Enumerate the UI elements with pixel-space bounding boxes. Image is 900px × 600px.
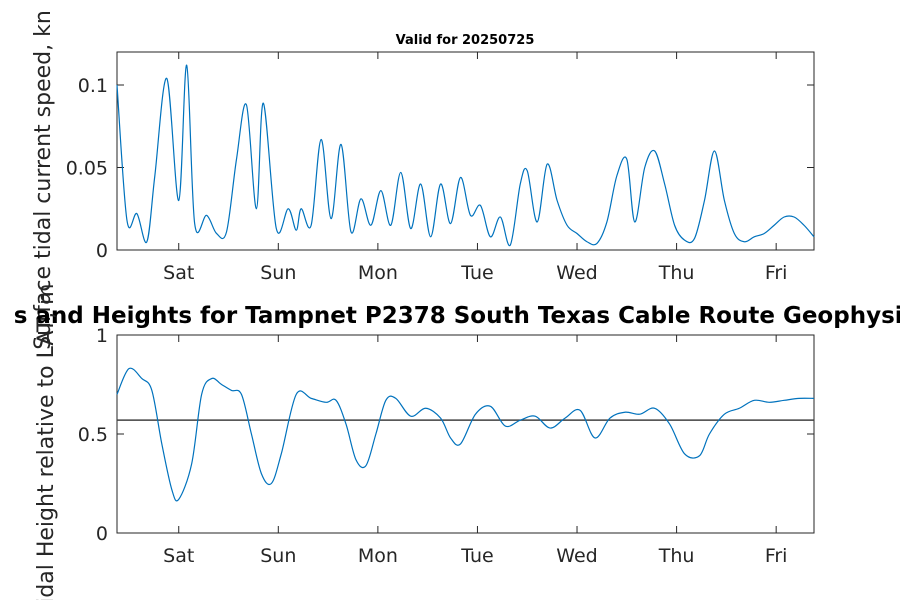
height-x-tick-label: Sun: [260, 545, 296, 567]
height-x-tick-label: Tue: [460, 545, 493, 567]
current-x-tick-label: Fri: [765, 262, 788, 284]
height-y-axis-label: Tidal Height relative to LAT, m: [34, 283, 59, 600]
height-x-tick-label: Wed: [556, 545, 597, 567]
height-y-tick-label: 0.5: [78, 424, 108, 446]
current-x-tick-label: Sat: [163, 262, 194, 284]
current-y-axis-label: Surface tidal current speed, kn: [31, 10, 56, 350]
height-chart-title: s and Heights for Tampnet P2378 South Te…: [14, 303, 900, 329]
height-x-tick-label: Sat: [163, 545, 194, 567]
current-x-tick-label: Wed: [556, 262, 597, 284]
current-axis-ticks: 0 0.05 0.1 Sat Sun Mon Tue Wed Thu Fri: [66, 52, 814, 284]
height-y-tick-label: 1: [96, 325, 108, 347]
height-x-tick-label: Mon: [358, 545, 398, 567]
current-x-tick-label: Mon: [358, 262, 398, 284]
current-plot-area: [116, 51, 815, 251]
tidal-height-chart: s and Heights for Tampnet P2378 South Te…: [14, 283, 900, 600]
current-speed-chart: Valid for 20250725 0 0.05 0.1 Sat Sun Mon Tue W…: [31, 10, 815, 350]
tidal-height-line: [116, 367, 815, 502]
height-axis-ticks: 0 0.5 1 Sat Sun Mon Tue Wed Thu Fri: [78, 325, 814, 567]
current-x-tick-label: Sun: [260, 262, 296, 284]
current-x-tick-label: Tue: [460, 262, 493, 284]
current-chart-title: Valid for 20250725: [396, 33, 535, 48]
current-y-tick-label: 0.1: [78, 75, 108, 97]
height-y-tick-label: 0: [96, 523, 108, 545]
current-x-tick-label: Thu: [658, 262, 695, 284]
height-x-tick-label: Fri: [765, 545, 788, 567]
height-x-tick-label: Thu: [658, 545, 695, 567]
current-y-tick-label: 0: [96, 240, 108, 262]
current-speed-line: [116, 64, 815, 247]
current-y-tick-label: 0.05: [66, 158, 108, 180]
